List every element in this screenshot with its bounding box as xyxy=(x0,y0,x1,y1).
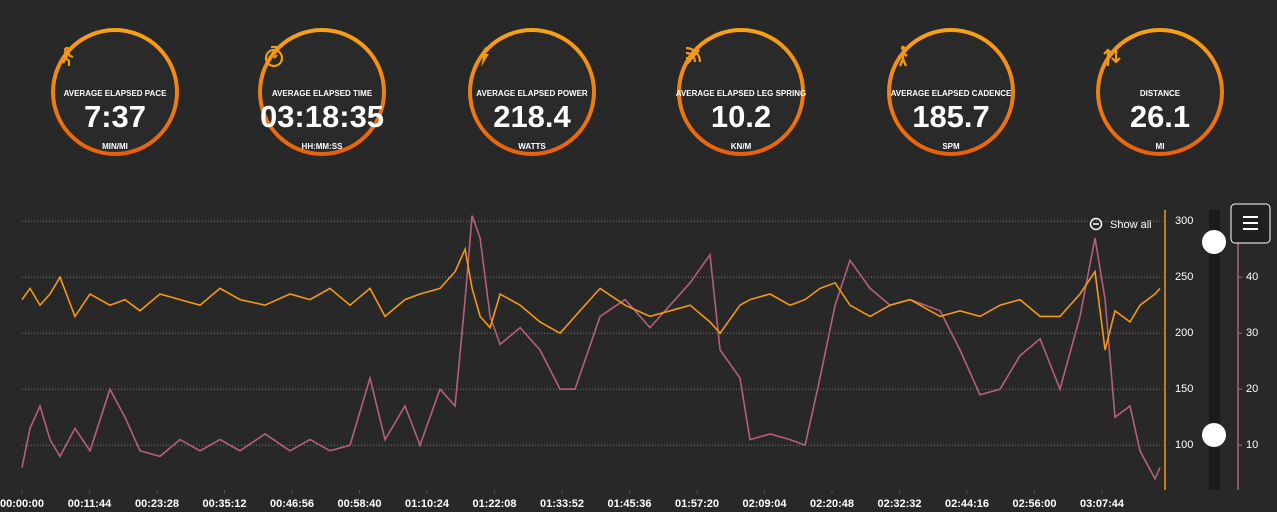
stat-value: 185.7 xyxy=(912,99,990,134)
stat-card: AVERAGE ELAPSED TIME 03:18:35 HH:MM:SS xyxy=(258,28,386,156)
y2-tick-label: 40 xyxy=(1246,271,1258,283)
stat-icon xyxy=(478,46,489,67)
show-all-button[interactable]: Show all xyxy=(1110,219,1152,231)
stat-unit: WATTS xyxy=(518,142,546,151)
y2-tick-label: 20 xyxy=(1246,383,1258,395)
x-tick-label: 01:10:24 xyxy=(405,498,450,510)
range-slider[interactable] xyxy=(1209,210,1220,490)
stat-unit: SPM xyxy=(942,142,960,151)
stat-label: AVERAGE ELAPSED PACE xyxy=(63,89,167,98)
stat-unit: MI xyxy=(1155,142,1165,151)
menu-icon xyxy=(1243,216,1258,230)
stat-icon xyxy=(264,45,284,68)
series-line xyxy=(21,246,1161,351)
x-tick-label: 00:00:00 xyxy=(0,498,44,510)
x-tick-label: 01:57:20 xyxy=(675,498,719,510)
x-tick-label: 02:32:32 xyxy=(877,498,921,510)
stat-icon xyxy=(898,45,908,67)
x-tick-label: 00:11:44 xyxy=(68,498,112,510)
stat-value: 218.4 xyxy=(493,99,571,134)
x-tick-label: 01:22:08 xyxy=(472,498,516,510)
stat-value: 26.1 xyxy=(1129,99,1191,134)
stat-value: 7:37 xyxy=(83,99,147,134)
x-tick-label: 00:58:40 xyxy=(337,498,381,510)
stat-inner: AVERAGE ELAPSED PACE 7:37 MIN/MI xyxy=(55,32,175,152)
y-tick-label: 200 xyxy=(1175,327,1193,339)
series-line xyxy=(21,215,1161,481)
x-tick-label: 02:44:16 xyxy=(945,498,989,510)
zoom-icon xyxy=(1089,217,1103,231)
stat-inner: AVERAGE ELAPSED LEG SPRING 10.2 KN/M xyxy=(676,32,806,152)
stat-label: AVERAGE ELAPSED TIME xyxy=(271,89,373,98)
stat-label: AVERAGE ELAPSED POWER xyxy=(476,89,588,98)
stat-unit: KN/M xyxy=(730,142,752,151)
stat-inner: AVERAGE ELAPSED POWER 218.4 WATTS xyxy=(472,32,592,152)
stat-value: 10.2 xyxy=(710,99,772,134)
stat-inner: DISTANCE 26.1 MI xyxy=(1100,32,1220,152)
slider-handle[interactable] xyxy=(1202,423,1226,447)
stat-card: AVERAGE ELAPSED PACE 7:37 MIN/MI xyxy=(51,28,179,156)
y2-tick-label: 30 xyxy=(1246,327,1258,339)
stat-label: AVERAGE ELAPSED CADENCE xyxy=(890,89,1012,98)
stat-icon xyxy=(685,46,702,65)
stat-inner: AVERAGE ELAPSED TIME 03:18:35 HH:MM:SS xyxy=(260,32,384,152)
stat-icon xyxy=(62,46,74,66)
x-tick-label: 00:46:56 xyxy=(270,498,314,510)
x-tick-label: 00:35:12 xyxy=(202,498,246,510)
stat-label: AVERAGE ELAPSED LEG SPRING xyxy=(675,89,807,98)
stat-value: 03:18:35 xyxy=(259,99,385,134)
stat-icon xyxy=(1103,46,1121,66)
y-tick-label: 250 xyxy=(1175,271,1193,283)
x-tick-label: 02:20:48 xyxy=(810,498,854,510)
x-tick-label: 01:33:52 xyxy=(540,498,584,510)
x-tick-label: 00:23:28 xyxy=(135,498,179,510)
x-tick-label: 01:45:36 xyxy=(607,498,651,510)
stat-card: AVERAGE ELAPSED CADENCE 185.7 SPM xyxy=(887,28,1015,156)
x-tick-label: 03:07:44 xyxy=(1080,498,1125,510)
y-tick-label: 150 xyxy=(1175,383,1193,395)
x-tick-label: 02:09:04 xyxy=(742,498,787,510)
stat-inner: AVERAGE ELAPSED CADENCE 185.7 SPM xyxy=(891,32,1011,152)
x-tick-label: 02:56:00 xyxy=(1012,498,1056,510)
stat-card: DISTANCE 26.1 MI xyxy=(1096,28,1224,156)
slider-handle[interactable] xyxy=(1202,230,1226,254)
stat-card: AVERAGE ELAPSED POWER 218.4 WATTS xyxy=(468,28,596,156)
stat-unit: HH:MM:SS xyxy=(301,142,343,151)
stat-card: AVERAGE ELAPSED LEG SPRING 10.2 KN/M xyxy=(676,28,806,156)
stat-unit: MIN/MI xyxy=(102,142,128,151)
y-tick-label: 300 xyxy=(1175,215,1193,227)
y-tick-label: 100 xyxy=(1175,439,1193,451)
stat-label: DISTANCE xyxy=(1139,89,1181,98)
y2-tick-label: 10 xyxy=(1246,439,1258,451)
